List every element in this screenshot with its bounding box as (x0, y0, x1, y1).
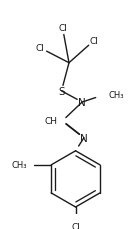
Text: N: N (78, 98, 86, 108)
Text: CH₃: CH₃ (108, 91, 124, 100)
Text: Cl: Cl (71, 222, 80, 229)
Text: Cl: Cl (35, 44, 44, 53)
Text: N: N (80, 133, 88, 143)
Text: CH₃: CH₃ (11, 161, 27, 170)
Text: S: S (58, 86, 65, 96)
Text: Cl: Cl (90, 37, 99, 46)
Text: Cl: Cl (58, 24, 67, 33)
Text: CH: CH (45, 117, 58, 126)
